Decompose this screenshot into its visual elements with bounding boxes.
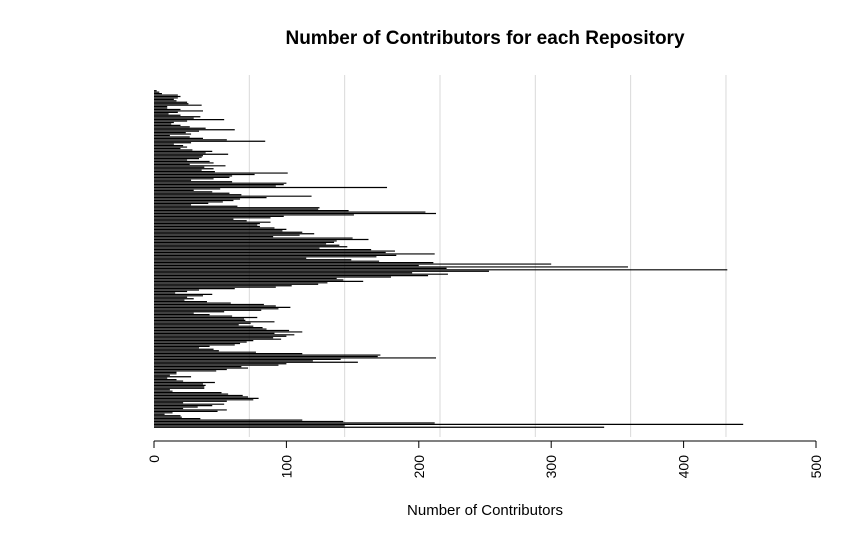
- chart-title: Number of Contributors for each Reposito…: [285, 28, 685, 49]
- x-tick-label: 100: [278, 455, 294, 479]
- x-tick-label: 400: [676, 455, 692, 479]
- grid-lines: [248, 75, 727, 437]
- x-tick-label: 0: [146, 455, 162, 463]
- x-tick-label: 200: [411, 455, 427, 479]
- x-tick-label: 500: [808, 455, 824, 479]
- x-axis: 0 100 200 300 400 500: [146, 440, 824, 479]
- x-tick-label: 300: [543, 455, 559, 479]
- x-axis-label: Number of Contributors: [407, 502, 563, 519]
- bars: [154, 90, 744, 428]
